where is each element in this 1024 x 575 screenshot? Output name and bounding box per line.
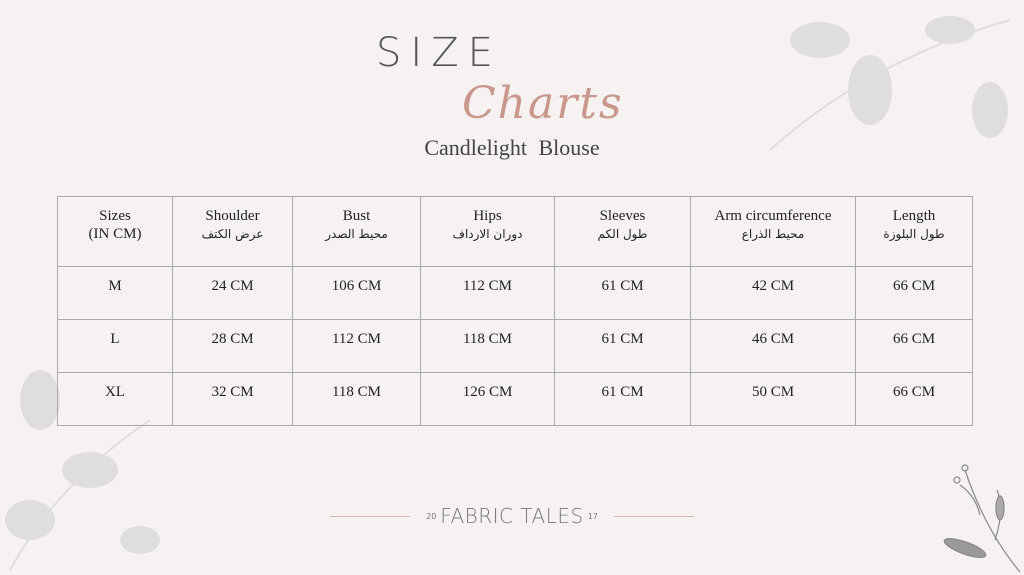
cell: 24 CM xyxy=(172,266,293,320)
cell: 106 CM xyxy=(292,266,421,320)
title-size: SIZE xyxy=(376,30,502,76)
cell: 66 CM xyxy=(855,319,973,373)
cell: 61 CM xyxy=(554,319,691,373)
cell: L xyxy=(57,319,173,373)
cell: 66 CM xyxy=(855,266,973,320)
table-header-row: Sizes (IN CM) Shoulder عرض الكتف Bust محيط … xyxy=(57,196,973,267)
cell: 126 CM xyxy=(420,372,555,426)
title-charts: Charts xyxy=(462,78,624,129)
cell: 118 CM xyxy=(292,372,421,426)
cell: 32 CM xyxy=(172,372,293,426)
cell: 112 CM xyxy=(292,319,421,373)
cell: 50 CM xyxy=(690,372,856,426)
floral-decoration-top-right-icon xyxy=(769,16,1011,151)
leaf-sprig-icon xyxy=(943,464,1021,573)
cell: XL xyxy=(57,372,173,426)
table-row: L 28 CM 112 CM 118 CM 61 CM 46 CM 66 CM xyxy=(57,319,973,373)
footer-brand: 20 FABRIC TALES 17 xyxy=(0,504,1024,528)
floral-decoration-bottom-left-icon xyxy=(5,370,160,571)
product-title: Candlelight Blouse xyxy=(424,135,600,160)
cell: 28 CM xyxy=(172,319,293,373)
brand-logo: FABRIC TALES xyxy=(440,504,584,528)
year-right: 17 xyxy=(587,511,598,521)
header-sizes: Sizes (IN CM) xyxy=(57,196,173,267)
cell: 61 CM xyxy=(554,266,691,320)
cell: 118 CM xyxy=(420,319,555,373)
header-arm-circumference: Arm circumference محيط الذراع xyxy=(690,196,856,267)
cell: 42 CM xyxy=(690,266,856,320)
header-sleeves: Sleeves طول الكم xyxy=(554,196,691,267)
cell: 46 CM xyxy=(690,319,856,373)
year-left: 20 xyxy=(426,511,437,521)
cell: M xyxy=(57,266,173,320)
size-chart-table: Sizes (IN CM) Shoulder عرض الكتف Bust محيط … xyxy=(57,196,973,426)
table-row: M 24 CM 106 CM 112 CM 61 CM 42 CM 66 CM xyxy=(57,266,973,320)
header-length: Length طول البلوزة xyxy=(855,196,973,267)
header-bust: Bust محيط الصدر xyxy=(292,196,421,267)
table-row: XL 32 CM 118 CM 126 CM 61 CM 50 CM 66 CM xyxy=(57,372,973,426)
header-hips: Hips دوران الارداف xyxy=(420,196,555,267)
divider-right xyxy=(613,515,694,517)
cell: 66 CM xyxy=(855,372,973,426)
divider-left xyxy=(330,515,411,517)
header-shoulder: Shoulder عرض الكتف xyxy=(172,196,293,267)
cell: 61 CM xyxy=(554,372,691,426)
cell: 112 CM xyxy=(420,266,555,320)
